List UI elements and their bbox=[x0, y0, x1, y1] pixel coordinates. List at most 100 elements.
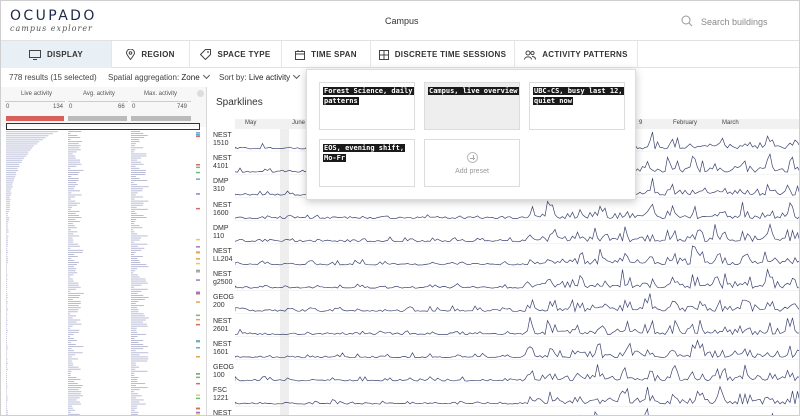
activity-bar bbox=[131, 221, 136, 222]
activity-bar bbox=[131, 286, 134, 288]
live-activity-bar bbox=[6, 368, 8, 370]
preset-card-active[interactable]: Campus, live overview bbox=[424, 82, 520, 130]
activity-bar bbox=[68, 290, 71, 292]
activity-bar bbox=[131, 192, 138, 194]
live-activity-bar bbox=[6, 317, 8, 319]
live-activity-bar bbox=[6, 329, 8, 332]
sparkline-row-label[interactable]: DMP 310 bbox=[213, 178, 229, 194]
sparkline-row-label[interactable]: DMP 110 bbox=[213, 224, 229, 240]
activity-bar bbox=[68, 174, 79, 175]
live-activity-bar bbox=[6, 411, 8, 414]
activity-bar bbox=[131, 383, 146, 384]
max-activity-summary-bar bbox=[131, 116, 191, 121]
sparkline-row-label[interactable]: NEST 2601 bbox=[213, 317, 232, 333]
activity-bar bbox=[68, 321, 77, 323]
activity-bar bbox=[68, 157, 76, 159]
search-input[interactable] bbox=[701, 14, 796, 30]
activity-bar bbox=[68, 225, 75, 227]
spatial-aggregation-select[interactable]: Spatial aggregation: Zone bbox=[108, 71, 210, 82]
sparkline-row-label[interactable]: NEST 4101 bbox=[213, 155, 232, 171]
live-activity-bar bbox=[6, 370, 7, 373]
tag-icon bbox=[200, 49, 212, 60]
activity-bar bbox=[131, 159, 138, 161]
sparkline-trace[interactable] bbox=[235, 407, 800, 416]
activity-bar bbox=[68, 249, 84, 251]
tab-time-span[interactable]: TIME SPAN bbox=[282, 41, 371, 68]
live-activity-bar bbox=[6, 362, 8, 364]
sparkline-trace[interactable] bbox=[235, 385, 800, 405]
sparkline-trace[interactable] bbox=[235, 245, 800, 266]
sparkline-row-label[interactable]: NEST 4600 bbox=[213, 410, 232, 416]
tab-display[interactable]: DISPLAY bbox=[1, 41, 112, 68]
sparkline-row-label[interactable]: NEST 1601 bbox=[213, 340, 232, 356]
sparkline-row-label[interactable]: NEST 1510 bbox=[213, 132, 232, 147]
activity-bar bbox=[131, 299, 145, 300]
live-activity-bar bbox=[6, 276, 7, 278]
sparkline-row-label[interactable]: FSC 1221 bbox=[213, 387, 229, 403]
live-activity-bar bbox=[6, 217, 10, 219]
tab-space-type[interactable]: SPACE TYPE bbox=[190, 41, 282, 68]
activity-bar bbox=[68, 233, 74, 235]
activity-bar bbox=[131, 165, 136, 167]
column-header-max[interactable]: Max. activity bbox=[144, 91, 178, 97]
category-marker bbox=[196, 132, 200, 134]
activity-bar bbox=[68, 354, 76, 356]
sparkline-trace[interactable] bbox=[235, 268, 800, 290]
selection-highlight[interactable] bbox=[6, 123, 200, 130]
sparkline-row-label[interactable]: NEST g2500 bbox=[213, 271, 233, 287]
live-activity-bar bbox=[6, 350, 8, 352]
column-header-avg[interactable]: Avg. activity bbox=[83, 91, 115, 97]
activity-bar bbox=[68, 278, 73, 280]
activity-bar bbox=[131, 235, 148, 237]
sparkline-trace[interactable] bbox=[235, 364, 800, 382]
category-marker bbox=[196, 133, 200, 136]
add-preset-button[interactable]: Add preset bbox=[424, 139, 520, 187]
search-box[interactable] bbox=[681, 13, 796, 31]
activity-bar bbox=[68, 151, 77, 153]
activity-bar bbox=[131, 372, 135, 374]
activity-bar bbox=[68, 270, 76, 272]
live-activity-bar bbox=[6, 286, 8, 288]
tab-discrete-time-sessions[interactable]: DISCRETE TIME SESSIONS bbox=[371, 41, 515, 68]
activity-bar bbox=[68, 237, 73, 239]
preset-card[interactable]: UBC-CS, busy last 12, quiet now bbox=[529, 82, 625, 130]
activity-bar bbox=[68, 305, 79, 307]
sort-by-select[interactable]: Sort by: Live activity bbox=[219, 71, 301, 82]
activity-bar bbox=[68, 411, 71, 413]
sparkline-row-label[interactable]: GEOG 100 bbox=[213, 364, 235, 379]
sparkline-row-label[interactable]: NEST LL204 bbox=[213, 248, 233, 263]
sparkline-trace[interactable] bbox=[235, 223, 800, 243]
category-marker bbox=[196, 340, 200, 343]
activity-bar bbox=[131, 208, 148, 210]
info-icon[interactable] bbox=[197, 90, 204, 97]
preset-card[interactable]: EOS, evening shift, Mo-Fr bbox=[319, 139, 415, 187]
logo[interactable]: OCUPADO campus explorer bbox=[10, 9, 97, 33]
sparkline-row-label[interactable]: NEST 1600 bbox=[213, 201, 232, 217]
category-marker bbox=[196, 314, 200, 317]
tab-region[interactable]: REGION bbox=[112, 41, 190, 68]
sparkline-trace[interactable] bbox=[235, 317, 800, 336]
live-activity-bar bbox=[6, 137, 46, 139]
column-header-live[interactable]: Live activity bbox=[21, 91, 53, 97]
monitor-icon bbox=[28, 49, 41, 60]
category-marker bbox=[196, 238, 200, 241]
activity-bar bbox=[131, 292, 138, 294]
sparkline-trace[interactable] bbox=[235, 293, 800, 313]
activity-bar bbox=[68, 311, 78, 313]
live-activity-bar bbox=[6, 391, 7, 393]
location-pin-icon bbox=[126, 49, 136, 60]
scale-min: 0 bbox=[132, 104, 136, 110]
activity-bar bbox=[131, 264, 147, 266]
sparkline-trace[interactable] bbox=[235, 200, 800, 220]
activity-bar bbox=[68, 344, 76, 345]
sparkline-row-label[interactable]: GEOG 200 bbox=[213, 294, 235, 310]
activity-bar bbox=[68, 165, 77, 167]
sparkline-trace[interactable] bbox=[235, 339, 800, 359]
activity-bar bbox=[131, 151, 135, 153]
activity-bar bbox=[131, 374, 135, 376]
activity-bar bbox=[131, 346, 148, 348]
preset-card[interactable]: Forest Science, daily patterns bbox=[319, 82, 415, 130]
activity-bar bbox=[68, 336, 71, 337]
tab-activity-patterns[interactable]: ACTIVITY PATTERNS bbox=[515, 41, 638, 68]
live-activity-bar bbox=[6, 188, 12, 190]
